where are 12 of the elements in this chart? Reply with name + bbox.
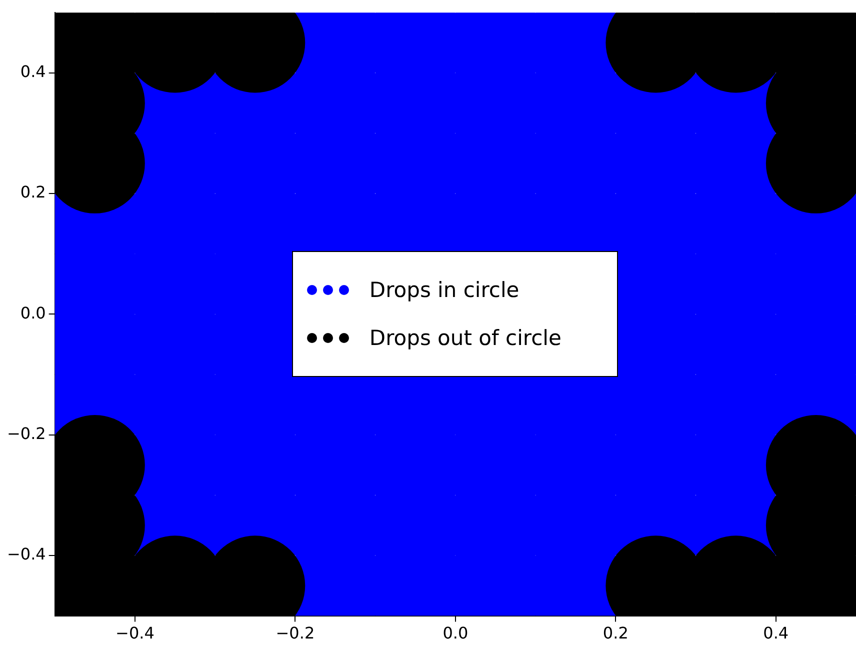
legend-label: Drops out of circle (369, 325, 562, 352)
legend-label: Drops in circle (369, 277, 520, 304)
x-tick-label: −0.2 (276, 624, 315, 643)
y-tick-label: −0.4 (6, 544, 46, 564)
y-tick-label: 0.0 (20, 303, 46, 322)
y-tick-label: 0.4 (20, 62, 46, 82)
x-tick-label: 0.2 (602, 624, 628, 643)
y-tick-label: 0.2 (20, 182, 46, 202)
x-tick-label: 0.0 (442, 624, 468, 643)
x-tick-label: 0.4 (763, 624, 789, 643)
y-tick-label: −0.2 (6, 424, 46, 443)
x-tick-label: −0.4 (116, 624, 154, 643)
